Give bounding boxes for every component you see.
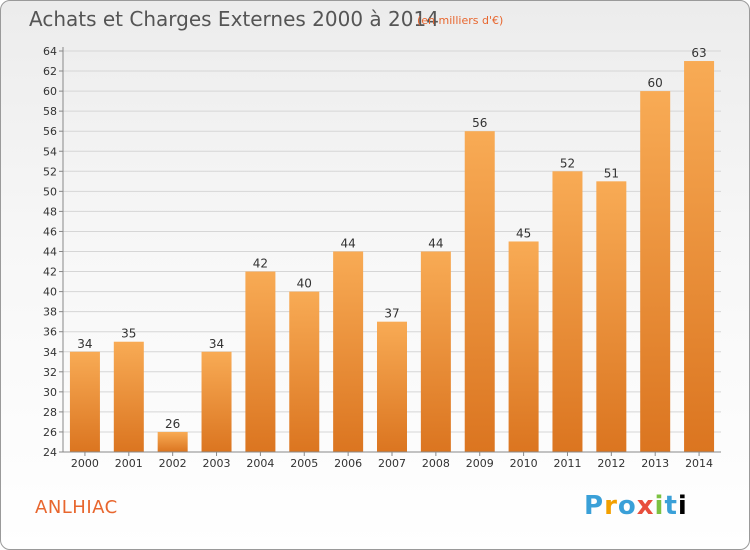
x-tick-label: 2013 — [641, 457, 669, 470]
bar — [377, 321, 407, 452]
proxiti-logo[interactable]: Proxiti — [584, 491, 688, 521]
bar — [684, 61, 715, 453]
bar — [69, 351, 100, 452]
value-label: 44 — [340, 237, 355, 251]
y-tick-label: 34 — [43, 346, 57, 359]
y-tick-label: 36 — [43, 326, 57, 339]
value-label: 60 — [648, 76, 663, 90]
x-tick-label: 2011 — [553, 457, 581, 470]
logo-letter: P — [584, 491, 605, 521]
bar — [245, 271, 276, 452]
x-tick-label: 2004 — [246, 457, 274, 470]
x-axis-ticks: 2000 2001 2002 2003 2004 2005 2006 2007 2008 2009… — [71, 452, 713, 470]
y-tick-label: 30 — [43, 386, 57, 399]
y-tick-label: 32 — [43, 366, 57, 379]
y-tick-label: 64 — [43, 45, 57, 58]
y-tick-label: 26 — [43, 426, 57, 439]
chart-unit: (en milliers d'€) — [417, 14, 504, 27]
x-tick-label: 2012 — [597, 457, 625, 470]
value-label: 26 — [165, 417, 180, 431]
value-label: 45 — [516, 226, 531, 240]
y-tick-label: 58 — [43, 105, 57, 118]
y-tick-label: 28 — [43, 406, 57, 419]
y-tick-label: 56 — [43, 125, 57, 138]
logo-letter: o — [617, 491, 637, 521]
y-tick-label: 52 — [43, 165, 57, 178]
x-tick-label: 2003 — [203, 457, 231, 470]
y-tick-label: 46 — [43, 225, 57, 238]
value-label: 35 — [121, 327, 136, 341]
bar — [289, 291, 320, 452]
chart-title: Achats et Charges Externes 2000 à 2014 — [29, 7, 439, 31]
logo-letter: t — [664, 491, 678, 521]
x-tick-label: 2001 — [115, 457, 143, 470]
bar — [640, 91, 671, 452]
bar — [508, 241, 539, 452]
x-tick-label: 2008 — [422, 457, 450, 470]
commune-name: ANLHIAC — [35, 497, 118, 518]
x-tick-label: 2006 — [334, 457, 362, 470]
bars — [69, 61, 715, 453]
x-tick-label: 2014 — [685, 457, 713, 470]
value-label: 44 — [428, 237, 443, 251]
x-tick-label: 2005 — [290, 457, 318, 470]
bar — [333, 251, 364, 452]
x-tick-label: 2010 — [510, 457, 538, 470]
y-tick-label: 24 — [43, 446, 57, 459]
y-tick-label: 38 — [43, 306, 57, 319]
y-tick-label: 48 — [43, 205, 57, 218]
y-tick-label: 62 — [43, 65, 57, 78]
bar — [157, 431, 188, 452]
y-tick-label: 60 — [43, 85, 57, 98]
x-tick-label: 2009 — [466, 457, 494, 470]
value-label: 51 — [604, 166, 619, 180]
bar — [113, 341, 144, 452]
logo-letter: i — [654, 491, 665, 521]
x-tick-label: 2007 — [378, 457, 406, 470]
value-label: 37 — [384, 307, 399, 321]
value-label: 40 — [297, 277, 312, 291]
value-label: 52 — [560, 156, 575, 170]
x-tick-label: 2002 — [159, 457, 187, 470]
y-tick-label: 42 — [43, 266, 57, 279]
x-tick-label: 2000 — [71, 457, 99, 470]
value-label: 34 — [209, 337, 224, 351]
bar — [420, 251, 451, 452]
axes — [62, 47, 721, 453]
value-label: 63 — [691, 46, 706, 60]
bar — [596, 181, 627, 452]
logo-letter: x — [636, 491, 655, 521]
logo-letter: r — [604, 491, 618, 521]
y-tick-label: 54 — [43, 145, 57, 158]
y-tick-label: 40 — [43, 286, 57, 299]
bar — [201, 351, 232, 452]
y-tick-label: 50 — [43, 185, 57, 198]
bar — [552, 171, 583, 453]
value-label: 34 — [77, 337, 92, 351]
value-labels: 34 35 26 34 42 40 44 37 44 56 45 52 51 60 63 — [77, 46, 706, 431]
y-tick-label: 44 — [43, 246, 57, 259]
logo-letter: i — [677, 491, 688, 521]
y-axis-ticks: 24 26 28 30 32 34 36 38 40 42 44 46 48 50 52 54 56 58 60 62… — [43, 45, 63, 459]
value-label: 42 — [253, 257, 268, 271]
value-label: 56 — [472, 116, 487, 130]
bar — [464, 131, 495, 452]
